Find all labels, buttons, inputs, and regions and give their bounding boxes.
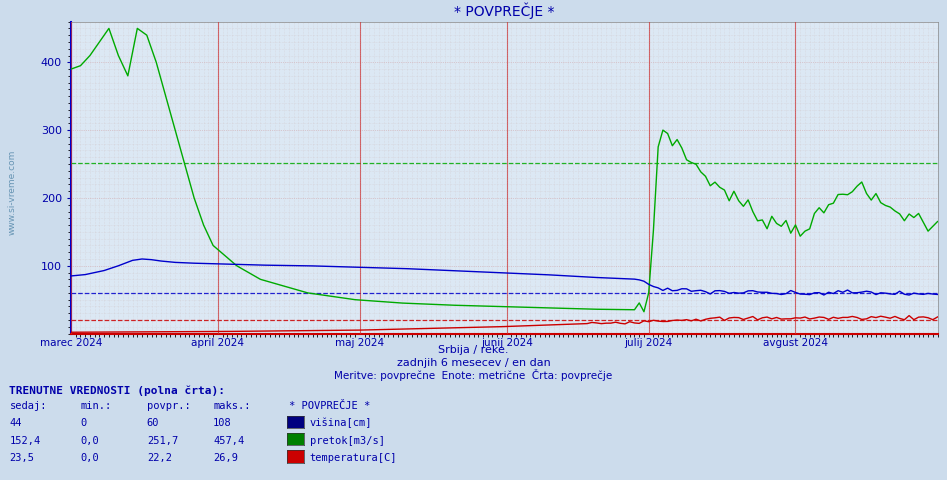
Text: 457,4: 457,4 xyxy=(213,435,244,445)
Text: 0: 0 xyxy=(80,418,87,428)
Title: * POVPREČJE *: * POVPREČJE * xyxy=(454,2,555,19)
Text: 23,5: 23,5 xyxy=(9,453,34,463)
Text: 108: 108 xyxy=(213,418,232,428)
Text: pretok[m3/s]: pretok[m3/s] xyxy=(310,435,384,445)
Text: višina[cm]: višina[cm] xyxy=(310,418,372,428)
Text: min.:: min.: xyxy=(80,401,112,411)
Text: 251,7: 251,7 xyxy=(147,435,178,445)
Text: Srbija / reke.: Srbija / reke. xyxy=(438,345,509,355)
Text: 0,0: 0,0 xyxy=(80,453,99,463)
Text: povpr.:: povpr.: xyxy=(147,401,190,411)
Text: 0,0: 0,0 xyxy=(80,435,99,445)
Text: sedaj:: sedaj: xyxy=(9,401,47,411)
Text: temperatura[C]: temperatura[C] xyxy=(310,453,397,463)
Text: 152,4: 152,4 xyxy=(9,435,41,445)
Text: Meritve: povprečne  Enote: metrične  Črta: povprečje: Meritve: povprečne Enote: metrične Črta:… xyxy=(334,369,613,381)
Text: * POVPREČJE *: * POVPREČJE * xyxy=(289,401,370,411)
Text: 60: 60 xyxy=(147,418,159,428)
Text: TRENUTNE VREDNOSTI (polna črta):: TRENUTNE VREDNOSTI (polna črta): xyxy=(9,385,225,396)
Text: maks.:: maks.: xyxy=(213,401,251,411)
Text: 22,2: 22,2 xyxy=(147,453,171,463)
Text: 44: 44 xyxy=(9,418,22,428)
Text: zadnjih 6 mesecev / en dan: zadnjih 6 mesecev / en dan xyxy=(397,358,550,368)
Text: www.si-vreme.com: www.si-vreme.com xyxy=(8,149,17,235)
Text: 26,9: 26,9 xyxy=(213,453,238,463)
